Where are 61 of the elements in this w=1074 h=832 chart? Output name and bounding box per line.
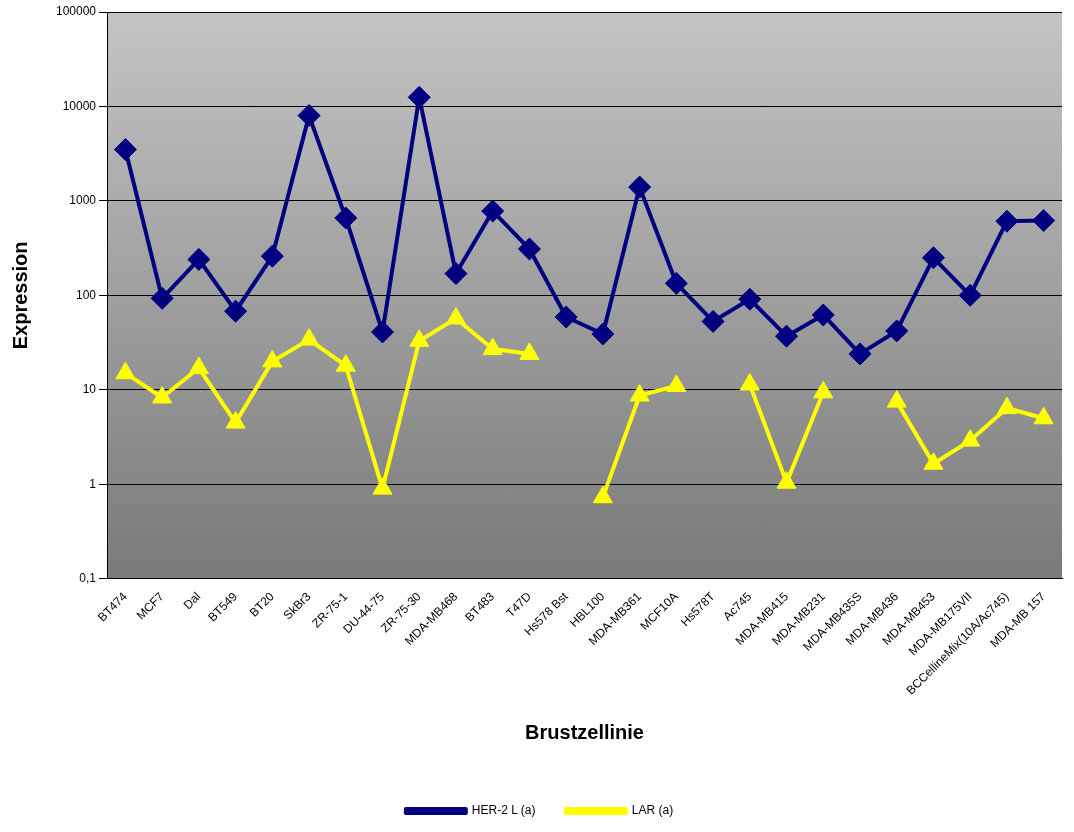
point (738, 287, 762, 311)
point (739, 372, 760, 391)
point (775, 324, 799, 348)
point (921, 246, 945, 270)
y-tick-label: 0,1 (79, 571, 97, 586)
point (517, 237, 541, 261)
point (297, 104, 321, 128)
point (150, 286, 174, 310)
point (407, 85, 431, 109)
point (960, 429, 981, 447)
point (225, 411, 246, 429)
point (113, 138, 137, 162)
point (848, 342, 872, 366)
point (409, 329, 430, 347)
point (519, 342, 540, 360)
y-tick-label: 10 (82, 382, 97, 397)
point (811, 303, 835, 327)
point (372, 477, 393, 495)
point (664, 271, 688, 295)
point (334, 206, 358, 230)
point (554, 305, 578, 329)
point (1033, 406, 1054, 425)
y-tick-label: 100 (76, 287, 97, 302)
point (445, 306, 466, 325)
point (1032, 209, 1056, 233)
legend-label: LAR (a) (631, 803, 674, 818)
point (591, 322, 615, 346)
y-axis-title: Expression (8, 241, 31, 350)
y-tick-label: 10000 (62, 98, 97, 113)
point (482, 337, 503, 356)
y-tick-label: 100000 (56, 4, 97, 19)
point (701, 309, 725, 333)
point (299, 328, 320, 346)
point (958, 283, 982, 307)
y-tick-label: 1000 (69, 193, 97, 208)
point (629, 384, 650, 402)
point (187, 247, 211, 271)
point (813, 380, 834, 399)
legend-label: HER-2 L (a) (471, 803, 536, 818)
point (592, 485, 613, 504)
x-axis-title: Brustzellinie (525, 720, 644, 743)
point (152, 385, 173, 404)
x-tick-label: Dal (180, 589, 204, 613)
point (666, 374, 687, 392)
point (115, 361, 136, 380)
point (371, 320, 395, 344)
point (188, 356, 209, 375)
point (260, 244, 284, 268)
point (886, 390, 907, 408)
y-tick-label: 1 (89, 476, 97, 491)
point (481, 199, 505, 223)
point (885, 319, 909, 343)
point (923, 452, 944, 470)
point (995, 209, 1019, 233)
point (776, 471, 797, 489)
point (224, 299, 248, 323)
point (996, 396, 1017, 415)
point (628, 175, 652, 199)
point (335, 354, 356, 372)
point (444, 262, 468, 286)
point (262, 349, 283, 368)
